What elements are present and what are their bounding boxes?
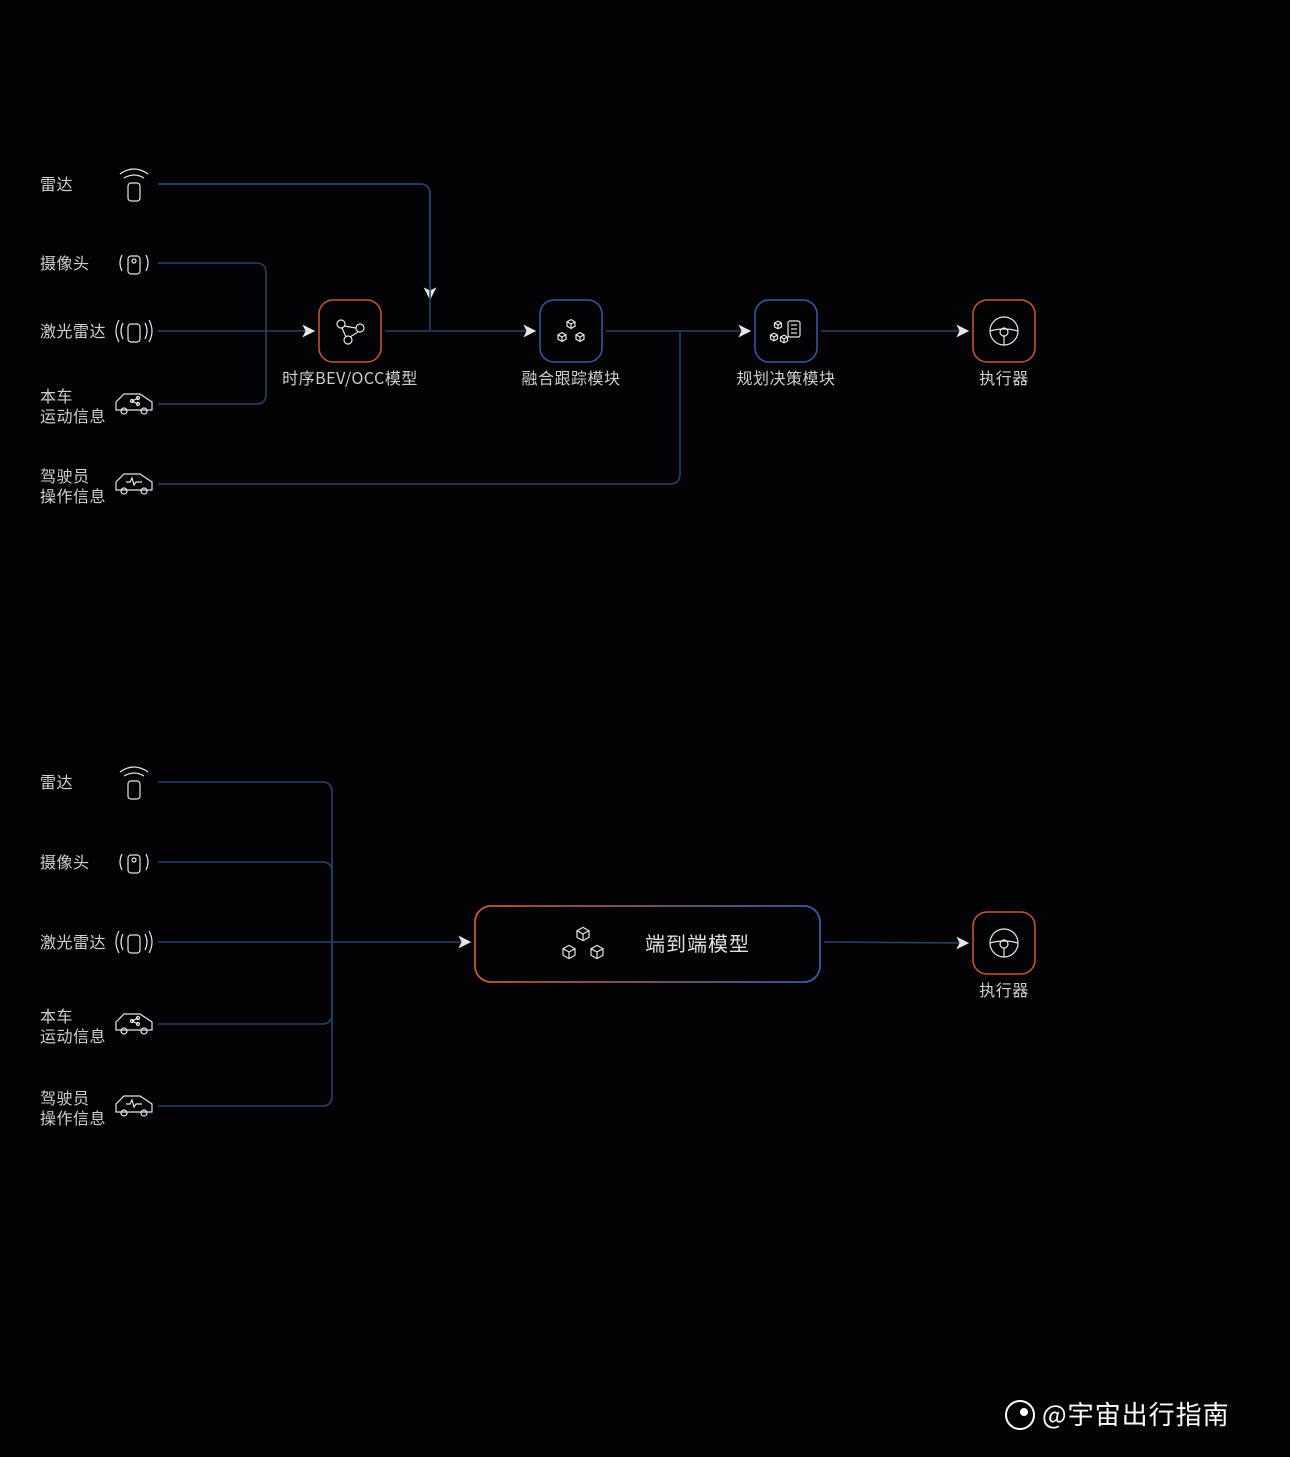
node-label: 执行器 (979, 365, 1029, 389)
input-driver: 驾驶员操作信息 (40, 463, 152, 507)
node-label: 融合跟踪模块 (521, 365, 620, 389)
driver-icon (116, 1096, 152, 1116)
input-label: 激光雷达 (40, 929, 106, 953)
lidar-icon (116, 320, 152, 342)
input-label: 摄像头 (40, 849, 90, 873)
input-label: 操作信息 (40, 1105, 106, 1129)
radar-icon (120, 169, 148, 201)
input-camera: 摄像头 (40, 250, 148, 274)
input-label: 操作信息 (40, 483, 106, 507)
connector-line (158, 331, 266, 404)
camera-icon (120, 854, 148, 873)
node-label: 端到端模型 (645, 928, 750, 957)
connector-line (158, 331, 680, 484)
input-label: 激光雷达 (40, 318, 106, 342)
connector-line (158, 942, 332, 1024)
input-label: 摄像头 (40, 250, 90, 274)
connector-line (824, 942, 967, 943)
input-lidar: 激光雷达 (40, 318, 152, 342)
node-bev: 时序BEV/OCC模型 (282, 300, 418, 389)
node-e2e: 端到端模型 (475, 906, 820, 982)
camera-icon (120, 255, 148, 274)
lidar-icon (116, 931, 152, 953)
svg-text:@宇宙出行指南: @宇宙出行指南 (1042, 1395, 1230, 1432)
radar-icon (120, 767, 148, 799)
input-radar: 雷达 (40, 169, 148, 201)
cubes-big-icon (563, 927, 603, 958)
input-driver: 驾驶员操作信息 (40, 1085, 152, 1129)
input-label: 雷达 (40, 171, 73, 195)
input-lidar: 激光雷达 (40, 929, 152, 953)
ego-icon (116, 1014, 152, 1034)
node-exec2: 执行器 (973, 912, 1035, 1001)
input-ego: 本车运动信息 (40, 1003, 152, 1047)
input-ego: 本车运动信息 (40, 383, 152, 427)
node-label: 时序BEV/OCC模型 (282, 365, 418, 389)
node-exec: 执行器 (973, 300, 1035, 389)
node-label: 执行器 (979, 977, 1029, 1001)
node-plan: 规划决策模块 (736, 300, 835, 389)
input-label: 运动信息 (40, 1023, 106, 1047)
input-label: 运动信息 (40, 403, 106, 427)
input-label: 雷达 (40, 769, 73, 793)
node-label: 规划决策模块 (736, 365, 835, 389)
node-fusion: 融合跟踪模块 (521, 300, 620, 389)
connector-line (158, 184, 430, 298)
ego-icon (116, 394, 152, 414)
input-camera: 摄像头 (40, 849, 148, 873)
connector-line (158, 184, 430, 331)
connector-line (158, 862, 332, 942)
input-radar: 雷达 (40, 767, 148, 799)
watermark: @宇宙出行指南 (1006, 1395, 1230, 1432)
connector-line (158, 263, 266, 331)
driver-icon (116, 474, 152, 494)
